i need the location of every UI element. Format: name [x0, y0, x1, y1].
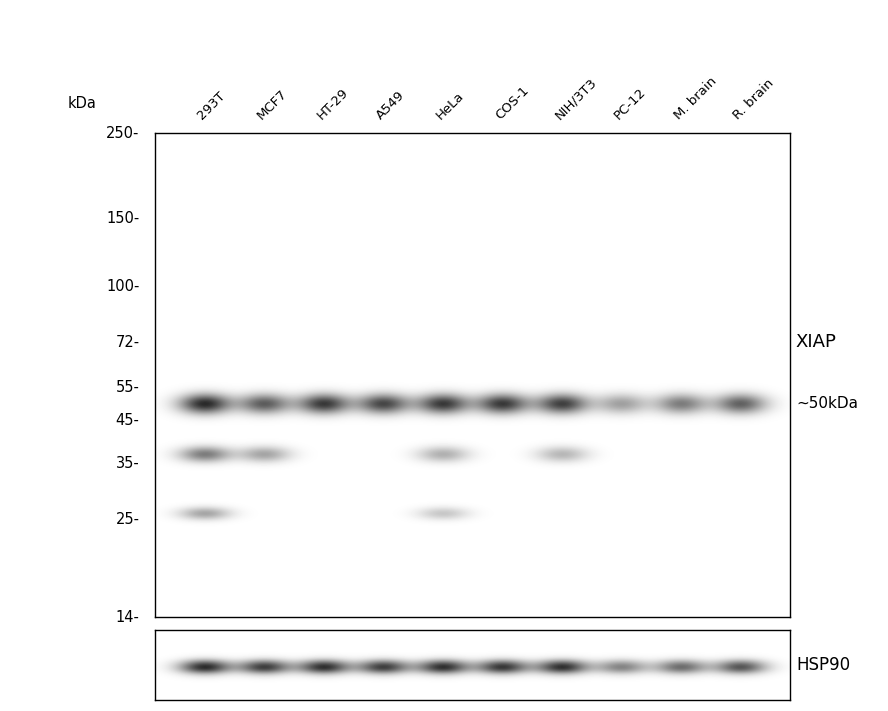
- Text: M. brain: M. brain: [671, 75, 719, 122]
- Text: HSP90: HSP90: [796, 656, 850, 674]
- Text: R. brain: R. brain: [731, 77, 777, 122]
- Text: 45-: 45-: [115, 413, 139, 429]
- Text: NIH/3T3: NIH/3T3: [552, 75, 599, 122]
- Text: ~50kDa: ~50kDa: [796, 396, 858, 411]
- Text: 72-: 72-: [115, 334, 139, 350]
- Text: 100-: 100-: [107, 279, 139, 294]
- Text: 14-: 14-: [115, 609, 139, 624]
- Text: 25-: 25-: [115, 512, 139, 527]
- Text: MCF7: MCF7: [255, 87, 290, 122]
- Text: kDa: kDa: [67, 96, 96, 111]
- Text: 55-: 55-: [115, 380, 139, 395]
- Text: 35-: 35-: [115, 456, 139, 471]
- Text: XIAP: XIAP: [796, 333, 836, 351]
- Text: HeLa: HeLa: [433, 90, 466, 122]
- Text: 293T: 293T: [195, 90, 228, 122]
- Text: PC-12: PC-12: [612, 85, 649, 122]
- Text: 150-: 150-: [107, 211, 139, 226]
- Text: A549: A549: [374, 89, 408, 122]
- Text: 250-: 250-: [107, 126, 139, 141]
- Text: HT-29: HT-29: [314, 86, 351, 122]
- Text: COS-1: COS-1: [493, 84, 532, 122]
